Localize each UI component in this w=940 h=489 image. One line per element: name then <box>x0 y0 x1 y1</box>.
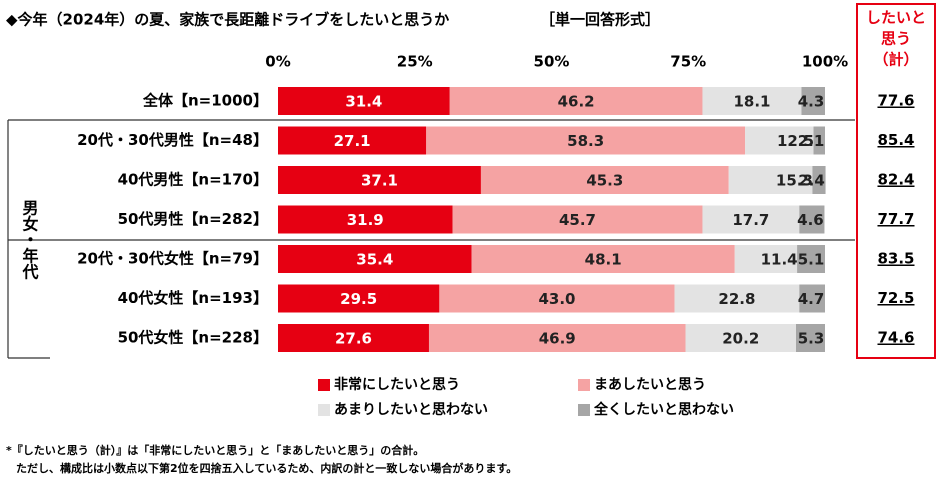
bar-segment <box>702 87 802 115</box>
value-label: 35.4 <box>356 251 393 269</box>
total-value: 74.6 <box>877 329 914 347</box>
bar-segment <box>685 324 797 352</box>
total-value: 83.5 <box>877 250 914 268</box>
bar-segment <box>480 166 729 194</box>
value-label: 5.1 <box>798 251 825 269</box>
total-box <box>856 3 936 359</box>
x-tick-label: 50% <box>534 53 570 71</box>
bar-segment <box>278 245 472 273</box>
category-label: 40代女性【n=193】 <box>118 289 268 307</box>
value-label: 12.5 <box>777 132 814 150</box>
total-value: 77.7 <box>877 210 914 228</box>
bar-segment <box>745 126 814 155</box>
category-label: 50代男性【n=282】 <box>118 210 268 228</box>
value-label: 18.1 <box>733 93 770 111</box>
value-label: 46.2 <box>558 93 595 111</box>
bar-segment <box>426 126 746 155</box>
value-label: 5.3 <box>798 330 825 348</box>
bar-segment <box>799 205 825 234</box>
value-label: 31.9 <box>347 211 384 229</box>
legend-swatch <box>318 404 330 416</box>
category-label: 40代男性【n=170】 <box>118 171 268 189</box>
footnote: ただし、構成比は小数点以下第2位を四捨五入しているため、内訳の計と一致しない場合… <box>16 461 517 475</box>
value-label: 45.3 <box>586 172 623 190</box>
bar-segment <box>278 284 440 313</box>
x-tick-label: 75% <box>670 53 706 71</box>
legend-label: 全くしたいと思わない <box>593 401 734 418</box>
value-label: 4.3 <box>798 93 825 111</box>
value-label: 29.5 <box>340 290 377 308</box>
bar-segment <box>728 166 813 194</box>
category-label: 20代・30代女性【n=79】 <box>77 250 268 268</box>
legend-swatch <box>318 379 330 391</box>
bar-segment <box>278 87 450 115</box>
bar-segment <box>812 166 826 194</box>
legend-label: あまりしたいと思わない <box>334 402 488 418</box>
chart-subtitle: ［単一回答形式］ <box>540 11 660 29</box>
legend-swatch <box>578 404 590 416</box>
total-header: したいと <box>866 9 926 27</box>
value-label: 27.6 <box>335 330 372 348</box>
value-label: 27.1 <box>334 132 371 150</box>
bar-segment <box>801 87 825 115</box>
value-label: 58.3 <box>567 132 604 150</box>
total-header: （計） <box>873 51 918 69</box>
total-value: 72.5 <box>877 289 914 307</box>
bar-segment <box>278 126 427 155</box>
legend-swatch <box>578 379 590 391</box>
value-label: 4.6 <box>797 211 824 229</box>
group-label: 男女・年代 <box>20 199 40 280</box>
bar-segment <box>796 324 825 352</box>
bar-segment <box>439 284 675 313</box>
category-label: 全体【n=1000】 <box>142 92 268 110</box>
value-label: 11.4 <box>761 251 798 269</box>
value-label: 2.4 <box>798 172 825 190</box>
bar-segment <box>702 205 800 234</box>
x-tick-label: 0% <box>265 53 290 71</box>
category-label: 20代・30代男性【n=48】 <box>77 131 268 149</box>
bar-segment <box>278 205 453 234</box>
bar-segment <box>797 245 825 273</box>
bar-segment <box>278 166 481 194</box>
value-label: 48.1 <box>585 251 622 269</box>
bar-segment <box>734 245 798 273</box>
total-value: 82.4 <box>877 171 914 189</box>
value-label: 45.7 <box>559 211 596 229</box>
value-label: 37.1 <box>361 172 398 190</box>
bar-segment <box>278 324 429 352</box>
value-label: 46.9 <box>539 330 576 348</box>
value-label: 22.8 <box>718 290 755 308</box>
bar-segment <box>813 126 825 155</box>
value-label: 15.3 <box>776 172 813 190</box>
x-tick-label: 100% <box>802 53 848 71</box>
value-label: 31.4 <box>345 93 382 111</box>
total-header: 思う <box>881 30 911 48</box>
bar-segment <box>471 245 735 273</box>
bar-segment <box>799 284 825 313</box>
bar-segment <box>449 87 703 115</box>
total-value: 85.4 <box>877 131 914 149</box>
value-label: 43.0 <box>538 290 575 308</box>
bar-segment <box>428 324 686 352</box>
value-label: 2.1 <box>798 132 825 150</box>
category-label: 50代女性【n=228】 <box>118 329 268 347</box>
x-tick-label: 25% <box>397 53 433 71</box>
chart-title: ◆今年（2024年）の夏、家族で長距離ドライブをしたいと思うか <box>6 11 449 29</box>
legend-label: まあしたいと思う <box>594 377 706 393</box>
value-label: 17.7 <box>732 211 769 229</box>
value-label: 20.2 <box>722 330 759 348</box>
legend-label: 非常にしたいと思う <box>334 376 460 393</box>
value-label: 4.7 <box>798 290 825 308</box>
total-value: 77.6 <box>877 92 914 110</box>
bar-segment <box>674 284 800 313</box>
bar-segment <box>452 205 703 234</box>
footnote: *『したいと思う（計）』は「非常にしたいと思う」と「まあしたいと思う」の合計。 <box>6 443 424 457</box>
